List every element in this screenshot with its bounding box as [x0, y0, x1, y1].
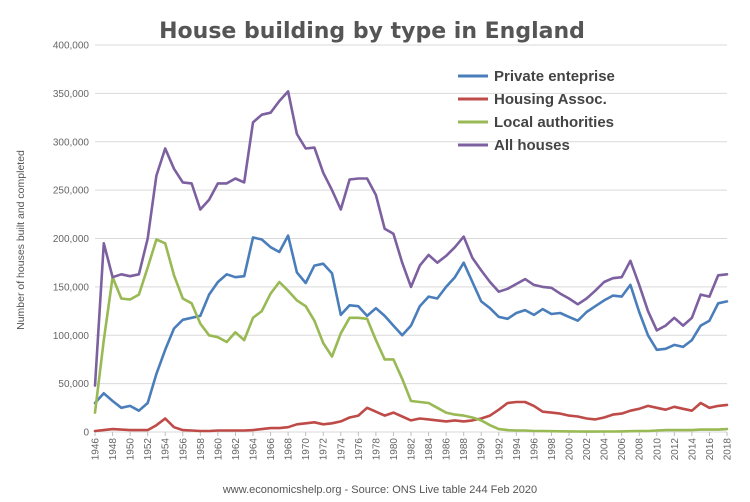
x-tick-label: 2012	[670, 438, 681, 461]
x-tick-label: 2016	[705, 438, 716, 461]
x-tick-label: 1984	[424, 438, 435, 461]
x-tick-label: 2010	[652, 438, 663, 461]
x-tick-label: 1976	[354, 438, 365, 461]
y-tick-label: 150,000	[53, 282, 90, 293]
y-tick-label: 200,000	[53, 234, 90, 245]
x-tick-label: 2018	[723, 438, 734, 461]
y-tick-label: 50,000	[58, 379, 89, 390]
x-tick-label: 2014	[687, 438, 698, 461]
legend-label-housing-assoc: Housing Assoc.	[494, 91, 607, 108]
x-tick-label: 1960	[213, 438, 224, 461]
x-tick-label: 1990	[477, 438, 488, 461]
x-tick-label: 1974	[336, 438, 347, 461]
y-tick-label: 100,000	[53, 331, 90, 342]
legend-label-local-authorities: Local authorities	[494, 114, 614, 131]
x-tick-label: 1988	[459, 438, 470, 461]
series-line-private-enteprise	[93, 234, 729, 413]
x-tick-label: 1958	[196, 438, 207, 461]
x-tick-label: 2002	[582, 438, 593, 461]
legend-label-private-enteprise: Private enteprise	[494, 68, 615, 85]
y-tick-label: 250,000	[53, 186, 90, 197]
legend: Private enteprise Housing Assoc. Local aut…	[458, 68, 615, 154]
series-line-housing-assoc	[93, 400, 729, 433]
series-line-all-houses	[93, 90, 729, 387]
y-axis-ticks: 0 50,000 100,000 150,000 200,000 250,000 300,0…	[53, 41, 90, 439]
y-tick-label: 300,000	[53, 137, 90, 148]
x-tick-label: 1956	[178, 438, 189, 461]
y-tick-label: 0	[83, 428, 89, 439]
series-lines	[93, 90, 729, 433]
x-tick-label: 1982	[407, 438, 418, 461]
x-tick-label: 1968	[284, 438, 295, 461]
x-tick-label: 1986	[442, 438, 453, 461]
x-axis-ticks: 1946 1948 1950 1952 1954 1956 1958 1960 1962 1964…	[91, 432, 734, 460]
x-tick-label: 1962	[231, 438, 242, 461]
x-tick-label: 1966	[266, 438, 277, 461]
x-tick-label: 2008	[635, 438, 646, 461]
x-tick-label: 1950	[126, 438, 137, 461]
gridlines	[95, 44, 727, 433]
x-tick-label: 2006	[617, 438, 628, 461]
x-tick-label: 1946	[91, 438, 102, 461]
x-tick-label: 1996	[529, 438, 540, 461]
y-tick-label: 400,000	[53, 41, 90, 52]
x-tick-label: 1948	[108, 438, 119, 461]
chart-title: House building by type in England	[159, 19, 585, 44]
x-tick-label: 1970	[301, 438, 312, 461]
x-tick-label: 1998	[547, 438, 558, 461]
legend-label-all-houses: All houses	[494, 137, 570, 154]
x-tick-label: 1978	[371, 438, 382, 461]
x-tick-label: 1964	[249, 438, 260, 461]
source-note: www.economicshelp.org - Source: ONS Live…	[222, 484, 537, 496]
y-tick-label: 350,000	[53, 89, 90, 100]
x-tick-label: 1994	[512, 438, 523, 461]
series-line-local-authorities	[93, 238, 729, 433]
x-tick-label: 1952	[143, 438, 154, 461]
x-tick-label: 1954	[161, 438, 172, 461]
x-tick-label: 2000	[565, 438, 576, 461]
y-axis-label: Number of houses built and completed	[15, 150, 27, 330]
x-tick-label: 1980	[389, 438, 400, 461]
x-tick-label: 1992	[494, 438, 505, 461]
x-tick-label: 2004	[600, 438, 611, 461]
x-tick-label: 1972	[319, 438, 330, 461]
